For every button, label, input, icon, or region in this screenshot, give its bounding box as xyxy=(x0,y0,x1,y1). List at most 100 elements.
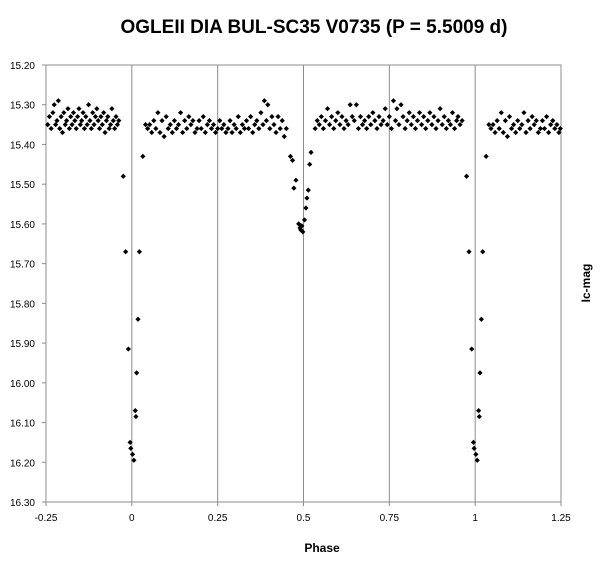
data-point xyxy=(157,129,163,136)
data-point xyxy=(308,149,314,155)
data-point xyxy=(506,114,513,120)
data-point xyxy=(65,106,71,112)
data-point xyxy=(51,102,57,108)
chart-title: OGLEII DIA BUL-SC35 V0735 (P = 5.5009 d) xyxy=(120,17,507,38)
data-point xyxy=(469,346,475,352)
data-point xyxy=(271,121,277,128)
data-point xyxy=(120,173,126,179)
data-point xyxy=(204,121,210,128)
data-point xyxy=(425,118,431,124)
data-point xyxy=(449,110,456,116)
data-point xyxy=(299,223,305,229)
data-point xyxy=(173,125,180,132)
data-point xyxy=(305,187,311,193)
data-point xyxy=(384,121,390,128)
data-point xyxy=(382,106,388,112)
data-point xyxy=(314,118,320,124)
data-points xyxy=(45,98,563,463)
data-point xyxy=(466,249,472,255)
data-point xyxy=(410,114,416,120)
data-point xyxy=(46,114,53,120)
data-point xyxy=(128,445,134,451)
data-point xyxy=(345,121,351,128)
data-point xyxy=(492,129,498,136)
data-point xyxy=(241,125,248,132)
data-point xyxy=(155,110,161,116)
data-point xyxy=(125,346,131,352)
data-point xyxy=(213,129,219,136)
data-point xyxy=(341,125,347,132)
data-point xyxy=(454,118,460,124)
data-point xyxy=(275,114,281,120)
data-point xyxy=(421,114,427,120)
data-point xyxy=(95,118,101,124)
data-point xyxy=(133,413,139,420)
data-point xyxy=(68,114,74,120)
data-point xyxy=(72,118,78,124)
data-point xyxy=(260,121,266,128)
data-point xyxy=(53,121,59,128)
data-point xyxy=(556,129,562,136)
data-point xyxy=(131,457,137,463)
data-point xyxy=(76,106,82,112)
data-point xyxy=(250,129,256,136)
data-point xyxy=(459,118,465,124)
data-point xyxy=(398,102,404,108)
y-tick-labels: 15.20 15.30 15.40 15.50 15.60 15.70 15.80 15.90… xyxy=(10,61,46,509)
data-point xyxy=(431,114,437,120)
data-point xyxy=(265,102,271,108)
y-tick-label: 15.90 xyxy=(10,339,35,350)
data-point xyxy=(235,114,241,120)
data-point xyxy=(206,118,213,124)
data-point xyxy=(163,114,169,120)
data-point xyxy=(221,121,227,128)
data-point xyxy=(404,118,410,124)
data-point xyxy=(231,121,237,128)
data-point xyxy=(351,118,357,124)
y-tick-label: 15.20 xyxy=(10,61,35,72)
data-point xyxy=(471,445,477,451)
data-point xyxy=(392,118,399,124)
data-point xyxy=(239,121,245,128)
data-point xyxy=(535,129,541,136)
data-point xyxy=(370,110,376,116)
x-tick-label: 0.25 xyxy=(208,513,228,524)
data-point xyxy=(123,249,129,255)
x-tick-label: 1 xyxy=(472,513,478,524)
data-point xyxy=(372,118,378,124)
data-point xyxy=(414,118,421,124)
data-point xyxy=(184,125,190,132)
x-tick-label: 1.25 xyxy=(551,513,571,524)
data-point xyxy=(127,439,133,446)
data-point xyxy=(386,114,392,120)
data-point xyxy=(457,121,463,128)
data-point xyxy=(140,153,146,159)
y-tick-label: 15.60 xyxy=(10,220,35,231)
data-point xyxy=(433,125,439,132)
data-point xyxy=(439,121,445,128)
data-point xyxy=(429,121,435,128)
data-point xyxy=(129,451,136,457)
data-point xyxy=(106,125,112,132)
y-tick-label: 16.00 xyxy=(10,379,35,390)
data-point xyxy=(200,114,206,120)
data-point xyxy=(364,125,370,132)
data-point xyxy=(508,125,515,132)
data-point xyxy=(380,118,386,124)
data-point xyxy=(171,118,178,124)
data-point xyxy=(85,102,92,108)
data-point xyxy=(190,118,196,124)
data-point xyxy=(488,125,494,132)
data-point xyxy=(548,121,554,128)
data-point xyxy=(217,118,223,124)
data-point xyxy=(368,121,374,128)
data-point xyxy=(196,118,202,124)
data-point xyxy=(347,102,353,108)
data-point xyxy=(263,118,270,124)
data-point xyxy=(322,118,329,124)
x-tick-labels: -0.25 0 0.25 0.5 0.75 1 1.25 xyxy=(35,502,571,524)
data-point xyxy=(258,110,264,116)
data-point xyxy=(103,118,110,124)
data-point xyxy=(326,121,333,128)
